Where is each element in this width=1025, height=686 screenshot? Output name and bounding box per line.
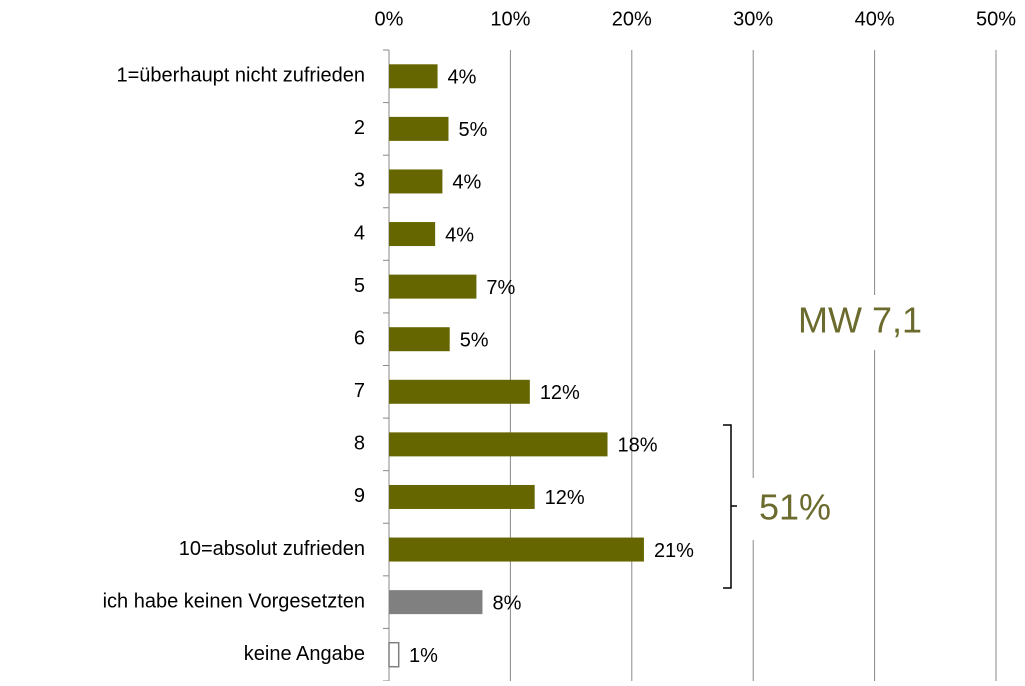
- x-tick-label: 0%: [375, 8, 404, 30]
- y-tick-label: 10=absolut zufrieden: [179, 538, 365, 560]
- y-tick-label: 7: [354, 380, 365, 402]
- y-tick-label: 1=überhaupt nicht zufrieden: [116, 65, 365, 87]
- bar: [389, 484, 535, 509]
- bar: [389, 222, 436, 247]
- data-label: 5%: [460, 329, 489, 351]
- bar: [389, 379, 530, 404]
- data-label: 8%: [492, 592, 521, 614]
- annotation-bg: [775, 295, 945, 350]
- data-label: 7%: [486, 277, 515, 299]
- y-tick-label: 8: [354, 433, 365, 455]
- y-tick-label: 9: [354, 485, 365, 507]
- bar: [389, 169, 443, 194]
- y-tick-label: 5: [354, 275, 365, 297]
- data-label: 12%: [540, 382, 580, 404]
- y-tick-label: 2: [354, 117, 365, 139]
- data-label: 21%: [654, 540, 694, 562]
- data-label: 18%: [618, 435, 658, 457]
- x-tick-label: 30%: [733, 8, 773, 30]
- annotation: MW 7,1: [798, 300, 922, 341]
- x-tick-label: 50%: [976, 8, 1016, 30]
- y-tick-label: 3: [354, 170, 365, 192]
- bar: [389, 116, 449, 141]
- y-tick-label: 6: [354, 327, 365, 349]
- bar: [389, 590, 483, 615]
- data-label: 1%: [409, 645, 438, 667]
- annotation-bg: [738, 478, 856, 540]
- x-tick-label: 10%: [490, 8, 530, 30]
- bar: [389, 274, 477, 299]
- bracket: [723, 424, 737, 589]
- data-label: 4%: [445, 224, 474, 246]
- x-tick-label: 20%: [612, 8, 652, 30]
- bar: [389, 327, 450, 352]
- data-label: 5%: [458, 119, 487, 141]
- data-label: 12%: [545, 487, 585, 509]
- y-tick-label: ich habe keinen Vorgesetzten: [103, 590, 365, 612]
- data-label: 4%: [452, 172, 481, 194]
- bar: [388, 641, 400, 668]
- y-tick-label: keine Angabe: [244, 643, 365, 665]
- annotation: 51%: [759, 487, 831, 528]
- bar: [389, 537, 644, 562]
- data-label: 4%: [448, 67, 477, 89]
- x-tick-label: 40%: [855, 8, 895, 30]
- bar: [389, 432, 608, 457]
- y-tick-label: 4: [354, 222, 365, 244]
- bar: [389, 64, 438, 89]
